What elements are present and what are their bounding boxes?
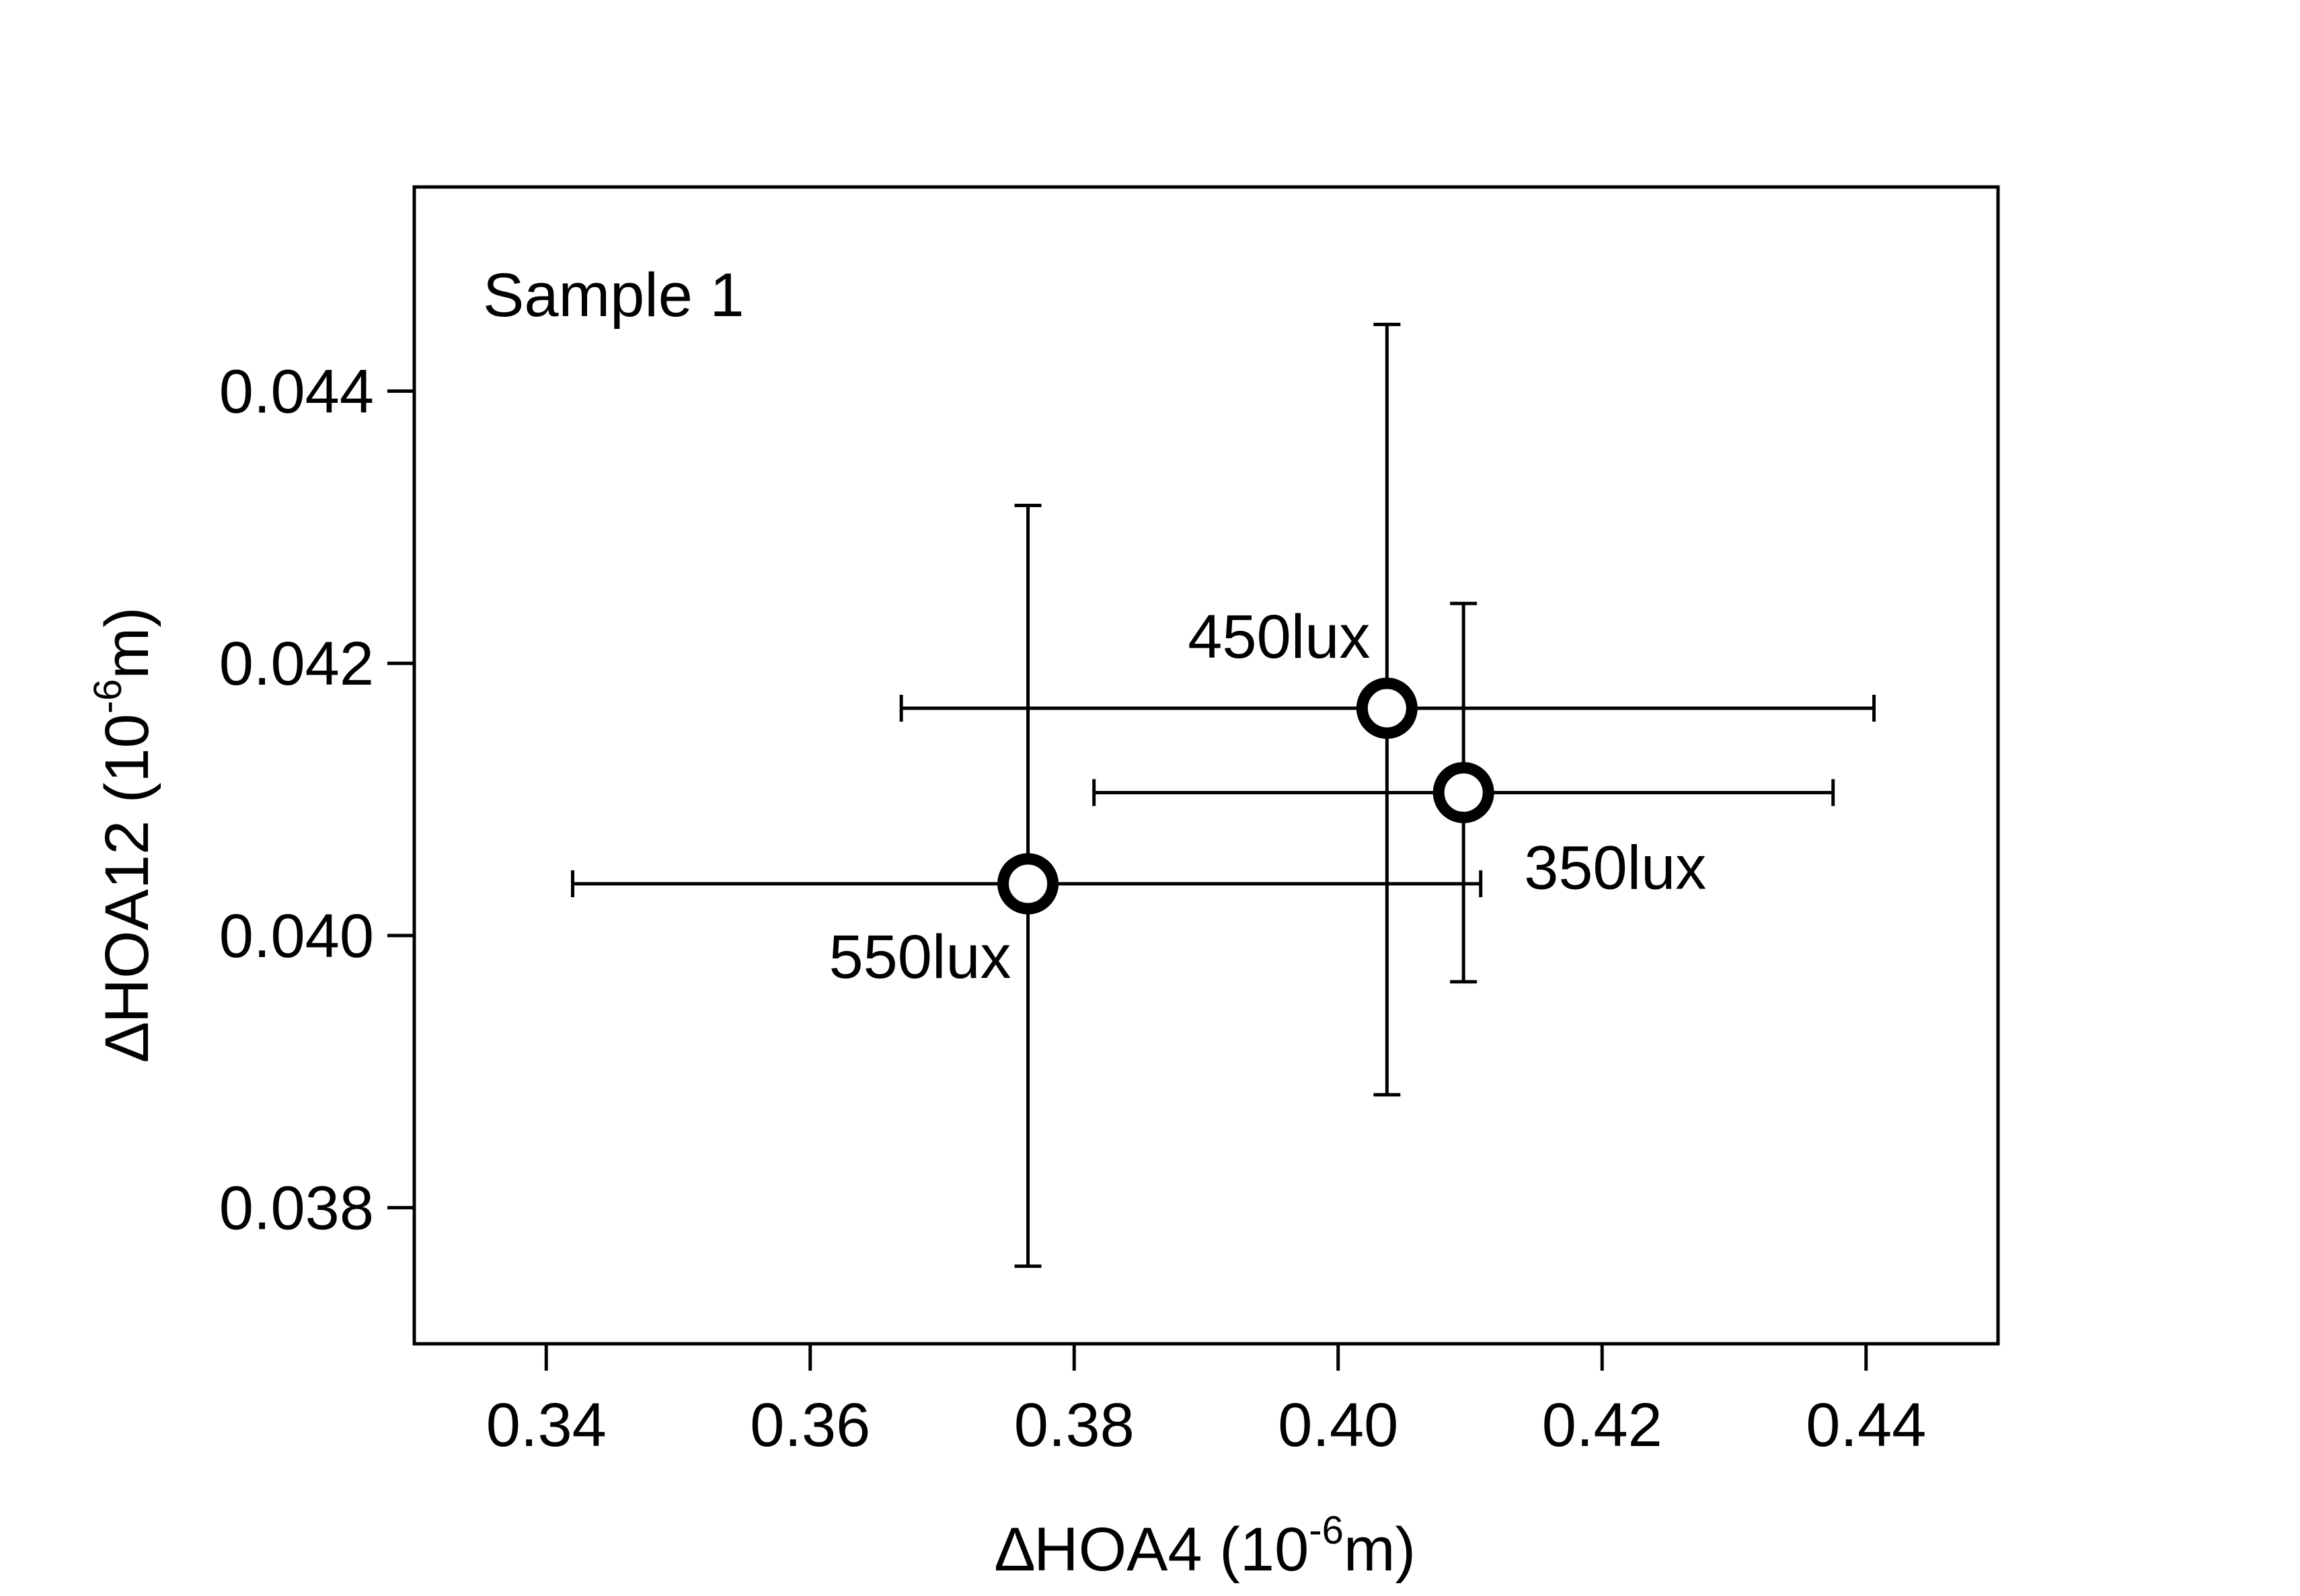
- y-tick-label: 0.044: [219, 358, 374, 426]
- x-tick-label: 0.40: [1278, 1391, 1398, 1459]
- x-tick-label: 0.36: [750, 1391, 870, 1459]
- x-axis-ticks: 0.34 0.36 0.38 0.40 0.42 0.44: [486, 1344, 1926, 1459]
- data-point: [1432, 761, 1494, 823]
- x-axis-label-prefix: ∆HOA4 (10: [996, 1515, 1309, 1584]
- x-tick-label: 0.34: [486, 1391, 607, 1459]
- y-axis-label-superscript: -6: [86, 679, 130, 714]
- x-axis-label-suffix: m): [1344, 1515, 1416, 1584]
- y-axis-ticks: 0.038 0.040 0.042 0.044: [219, 358, 414, 1243]
- y-axis-label-suffix: m): [93, 607, 161, 679]
- x-axis-label: ∆HOA4 (10-6m): [996, 1509, 1416, 1584]
- data-point: [997, 853, 1059, 915]
- x-tick-label: 0.38: [1014, 1391, 1135, 1459]
- data-points: [997, 677, 1494, 915]
- y-tick-label: 0.042: [219, 630, 374, 698]
- point-label: 550lux: [829, 923, 1011, 991]
- y-tick-label: 0.038: [219, 1174, 374, 1243]
- plot-frame: [412, 185, 2000, 1346]
- error-bars: [571, 322, 1876, 1268]
- x-tick-label: 0.42: [1542, 1391, 1662, 1459]
- x-axis-label-superscript: -6: [1309, 1509, 1344, 1552]
- point-label: 450lux: [1188, 603, 1370, 671]
- x-tick-label: 0.44: [1806, 1391, 1926, 1459]
- point-label: 350lux: [1524, 833, 1706, 902]
- y-axis-label-prefix: ∆HOA12 (10: [93, 714, 161, 1061]
- sample-annotation: Sample 1: [483, 261, 744, 330]
- point-labels: 450lux 350lux 550lux: [829, 603, 1706, 991]
- y-tick-label: 0.040: [219, 902, 374, 971]
- data-point: [1356, 677, 1418, 739]
- y-axis-label: ∆HOA12 (10-6m): [86, 607, 161, 1061]
